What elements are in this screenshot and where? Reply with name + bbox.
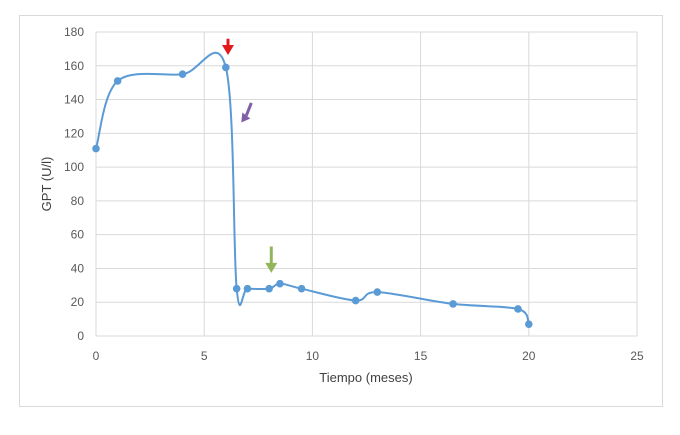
arrow-shaft [244,102,253,117]
y-axis-ticks: 0 20 40 60 80 100 120 140 160 180 [64,25,84,343]
chart-frame [19,15,663,407]
x-tick-label: 0 [93,349,100,363]
y-tick-label: 80 [71,194,85,208]
data-point [92,144,100,153]
x-axis-ticks: 0 5 10 15 20 25 [93,349,644,363]
data-series [92,51,533,328]
y-tick-label: 180 [64,25,84,39]
data-point [373,288,382,296]
arrow-down-icon [222,44,235,55]
data-point [222,63,230,72]
x-tick-label: 10 [306,349,320,363]
data-point [243,284,252,293]
arrow-down-left-icon [241,112,251,123]
x-tick-label: 20 [522,349,536,363]
y-axis-label: GPT (U/l) [39,157,54,212]
y-tick-label: 40 [71,261,85,275]
y-tick-label: 140 [64,93,84,107]
y-tick-label: 0 [77,329,84,343]
data-point [276,279,284,288]
data-point [297,284,306,293]
y-tick-label: 160 [64,59,84,73]
gridlines [95,31,638,337]
data-point [525,320,533,328]
x-tick-label: 5 [201,349,208,363]
y-tick-label: 20 [71,295,85,309]
data-point [514,305,522,313]
data-point [113,77,122,85]
y-tick-label: 60 [71,228,85,242]
data-point [265,284,273,293]
y-tick-label: 120 [64,126,84,140]
arrow-down-icon [265,262,278,273]
annotation-arrows [222,38,278,273]
data-point [351,296,360,305]
x-tick-label: 25 [630,349,644,363]
x-tick-label: 15 [414,349,428,363]
x-axis-label: Tiempo (meses) [319,370,412,385]
data-point [178,70,187,79]
data-point [232,284,241,293]
y-tick-label: 100 [64,160,84,174]
data-point [449,300,457,308]
